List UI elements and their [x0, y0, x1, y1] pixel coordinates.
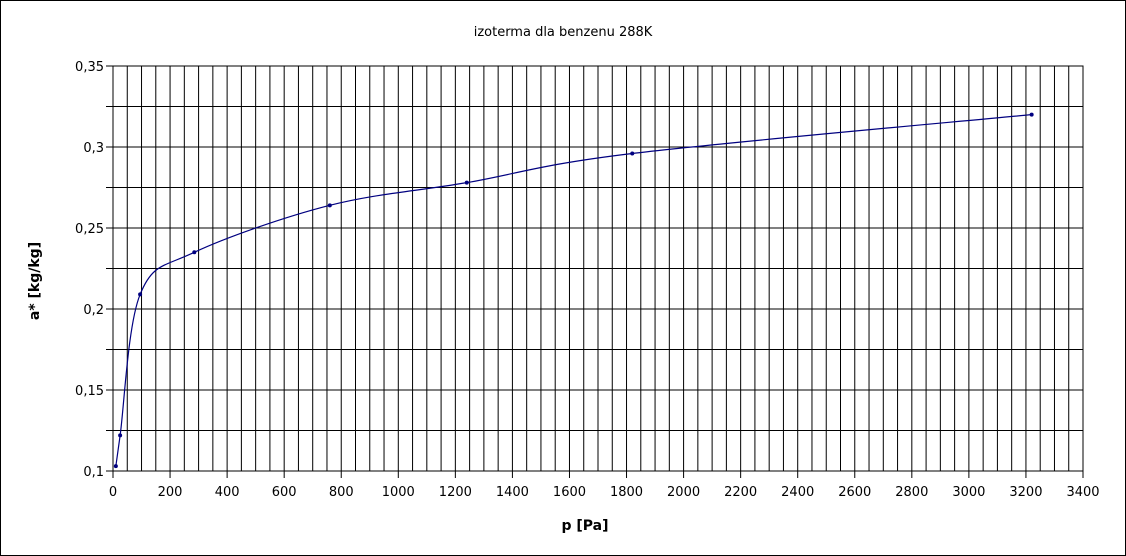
x-tick-label: 600 — [272, 485, 297, 500]
x-tick-label: 3000 — [952, 485, 985, 500]
x-tick-label: 0 — [109, 485, 117, 500]
x-tick-label: 3200 — [1009, 485, 1042, 500]
y-tick-label: 0,3 — [83, 141, 104, 156]
x-tick-label: 3400 — [1066, 485, 1099, 500]
data-point — [118, 433, 123, 438]
x-tick-label: 2600 — [838, 485, 871, 500]
x-tick-label: 200 — [158, 485, 183, 500]
x-axis-ticks: 0 200 400 600 800 1000 1200 1400 1600 1800 2000 220… — [109, 471, 1100, 500]
data-point — [630, 151, 635, 156]
data-point — [138, 292, 143, 297]
y-axis-label: a* [kg/kg] — [27, 242, 43, 320]
y-tick-label: 0,35 — [75, 60, 104, 75]
data-point — [192, 250, 197, 255]
data-point — [1029, 112, 1034, 117]
chart-title: izoterma dla benzenu 288K — [474, 25, 653, 40]
x-tick-label: 1200 — [439, 485, 472, 500]
plot-area-frame — [112, 65, 1084, 472]
y-axis-ticks: 0,1 0,15 0,2 0,25 0,3 0,35 — [75, 60, 113, 480]
series-line — [115, 114, 1032, 467]
y-tick-label: 0,2 — [83, 303, 104, 318]
data-point — [327, 203, 332, 208]
x-tick-label: 2800 — [895, 485, 928, 500]
data-points — [113, 112, 1034, 469]
x-tick-label: 1000 — [382, 485, 415, 500]
data-point — [113, 464, 118, 469]
data-point — [464, 180, 469, 185]
x-tick-label: 2200 — [724, 485, 757, 500]
x-tick-label: 400 — [215, 485, 240, 500]
y-tick-label: 0,25 — [75, 222, 104, 237]
minor-horizontal-gridlines — [106, 106, 1083, 431]
y-tick-label: 0,1 — [83, 465, 104, 480]
y-tick-label: 0,15 — [75, 384, 104, 399]
x-tick-label: 1800 — [610, 485, 643, 500]
x-tick-label: 1400 — [496, 485, 529, 500]
x-tick-label: 800 — [329, 485, 354, 500]
x-tick-label: 1600 — [553, 485, 586, 500]
x-tick-label: 2400 — [781, 485, 814, 500]
x-axis-label: p [Pa] — [561, 518, 608, 534]
x-tick-label: 2000 — [667, 485, 700, 500]
